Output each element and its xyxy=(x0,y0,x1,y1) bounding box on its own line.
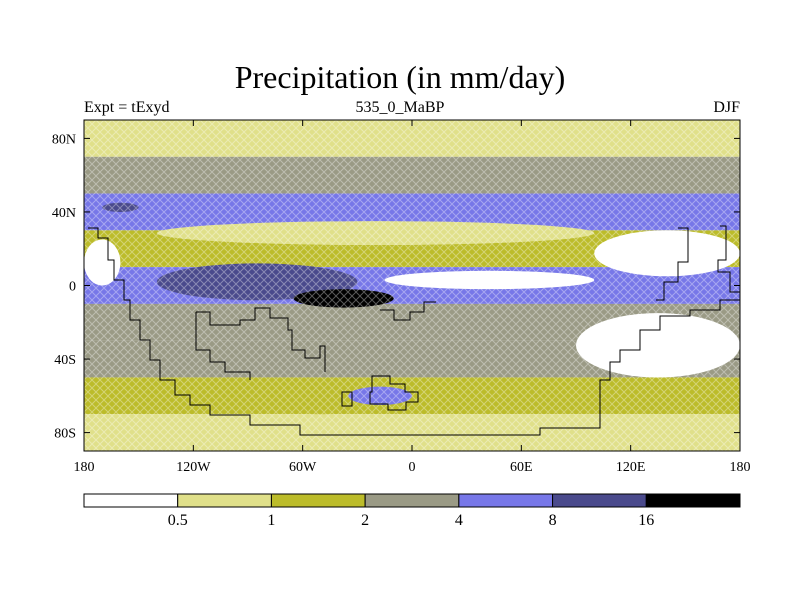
coastline-0 xyxy=(88,227,740,436)
y-tick-label: 40N xyxy=(52,206,76,221)
colorbar-swatch xyxy=(458,493,554,508)
colorbar-label: 0.5 xyxy=(168,512,188,529)
coastline-3 xyxy=(717,225,740,293)
colorbar-label: 1 xyxy=(267,512,275,529)
x-tick-label: 60W xyxy=(289,460,317,475)
coastline-7 xyxy=(380,301,436,321)
colorbar-label: 16 xyxy=(638,512,654,529)
colorbar-boxes xyxy=(83,493,741,508)
colorbar-label: 2 xyxy=(361,512,369,529)
colorbar-label: 8 xyxy=(549,512,557,529)
y-tick-label: 40S xyxy=(54,353,76,368)
coastline-outlines xyxy=(88,225,740,436)
precipitation-field xyxy=(84,120,740,451)
y-tick-label: 80N xyxy=(52,132,76,147)
hatching-overlay xyxy=(84,120,740,451)
coastline-6 xyxy=(341,391,353,407)
coastline-1 xyxy=(196,307,326,372)
x-tick-label: 60E xyxy=(510,460,533,475)
coastline-2 xyxy=(195,312,251,380)
chart-title: Precipitation (in mm/day) xyxy=(234,59,566,95)
coastline-5 xyxy=(369,375,419,411)
colorbar-swatch xyxy=(177,493,272,508)
colorbar-swatch xyxy=(364,493,460,508)
colorbar-labels: 0.5 1 2 4 8 16 xyxy=(168,512,655,529)
y-tick-label: 80S xyxy=(54,427,76,442)
season-label: DJF xyxy=(713,99,740,116)
colorbar-swatch xyxy=(83,493,179,508)
x-tick-label: 0 xyxy=(409,460,416,475)
x-tick-label: 120E xyxy=(616,460,646,475)
colorbar-label: 4 xyxy=(455,512,463,529)
time-period-label: 535_0_MaBP xyxy=(355,99,445,116)
y-tick-label: 0 xyxy=(69,280,76,295)
colorbar-swatch xyxy=(270,493,366,508)
coastline-4 xyxy=(656,227,689,301)
x-tick-label: 120W xyxy=(176,460,211,475)
colorbar-swatch xyxy=(552,493,647,508)
colorbar-swatch xyxy=(645,493,741,508)
axis-ticks: 180 120W 60W 0 60E 120E 180 80N 40N 0 40S 80S xyxy=(52,120,751,475)
x-tick-label: 180 xyxy=(74,460,95,475)
experiment-label: Expt = tExyd xyxy=(84,99,170,116)
x-tick-label: 180 xyxy=(730,460,751,475)
